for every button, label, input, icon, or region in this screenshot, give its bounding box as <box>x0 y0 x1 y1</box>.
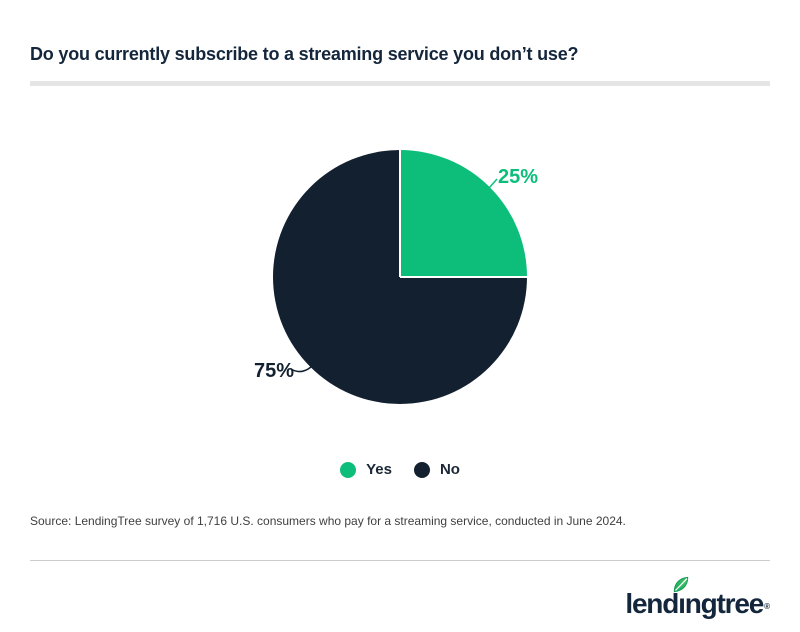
leaf-icon <box>674 576 689 593</box>
no-percent-label: 75% <box>254 360 294 382</box>
page-title: Do you currently subscribe to a streamin… <box>30 44 579 64</box>
pie-slice-yes <box>400 150 527 277</box>
legend: Yes No <box>0 461 800 478</box>
legend-item-no: No <box>413 461 460 478</box>
legend-item-yes: Yes <box>340 461 392 478</box>
title-divider <box>30 81 770 86</box>
slice-separator-lines <box>399 150 527 278</box>
logo-leaf-letter-wrap: ı <box>674 576 689 619</box>
lendingtree-logo: lend ı ngtree ® <box>625 576 770 621</box>
legend-label-yes: Yes <box>366 461 392 478</box>
yes-percent-label: 25% <box>498 166 538 188</box>
yes-leader-line <box>488 178 498 189</box>
logo-text-before-leaf: lend <box>625 588 679 619</box>
legend-swatch-yes <box>340 461 357 478</box>
registered-mark-icon: ® <box>764 602 770 611</box>
legend-swatch-no <box>413 461 430 478</box>
logo-leaf-letter: ı <box>678 588 686 619</box>
footer-divider <box>30 560 770 561</box>
pie-chart: 25% 75% <box>254 150 538 404</box>
legend-label-no: No <box>439 461 460 478</box>
source-note: Source: LendingTree survey of 1,716 U.S.… <box>30 514 626 528</box>
logo-text-after-leaf: ngtree <box>684 588 765 619</box>
no-leader-line <box>290 366 312 373</box>
